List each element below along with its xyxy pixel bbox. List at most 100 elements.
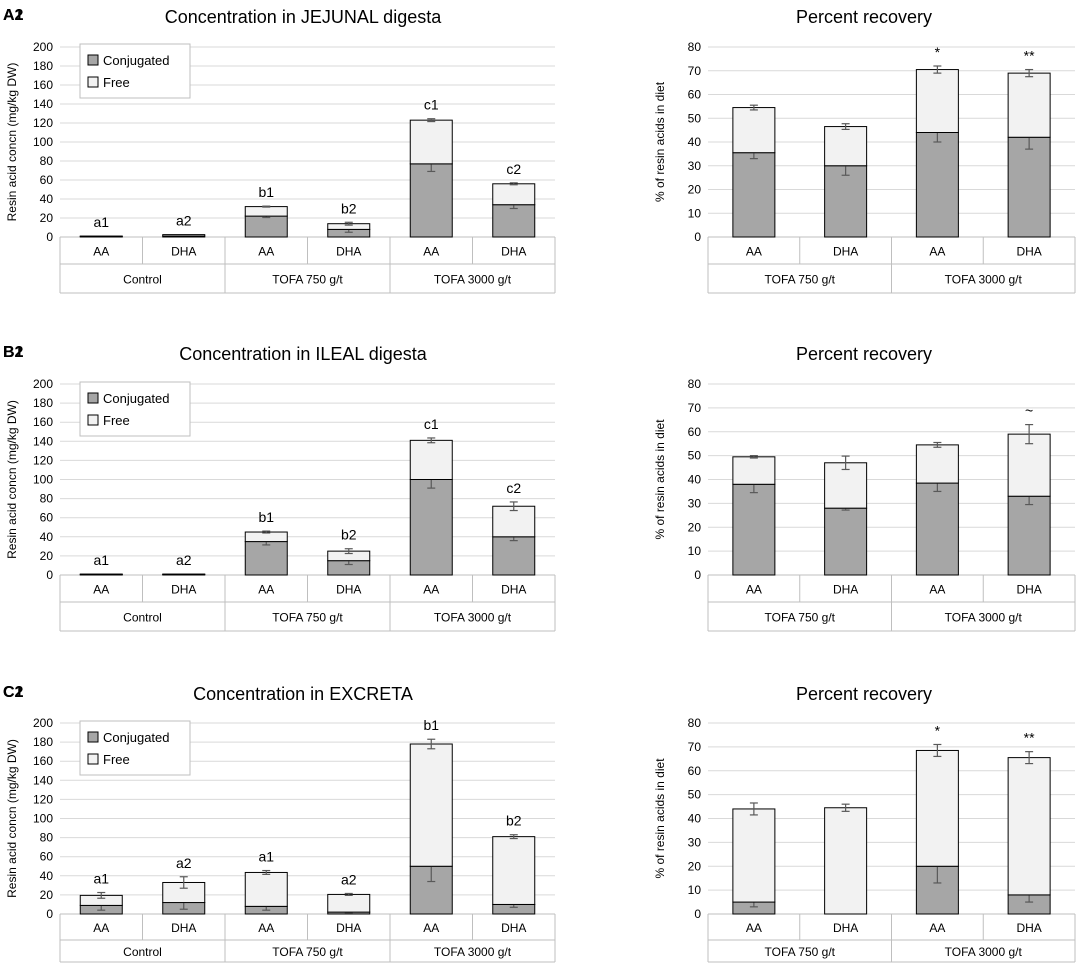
y-tick-label: 40 <box>40 192 54 206</box>
legend-swatch-conjugated <box>87 731 99 743</box>
bar-free-4 <box>409 119 453 165</box>
bar-conjugated-3 <box>1007 136 1051 238</box>
y-tick-label: 160 <box>33 754 53 768</box>
significance-label: b1 <box>258 184 274 200</box>
error-bar-free-5 <box>509 501 518 512</box>
y-tick-label: 120 <box>33 116 53 130</box>
x-group-label: Control <box>123 611 162 625</box>
bar-conjugated-0 <box>732 483 776 576</box>
y-tick-label: 10 <box>688 883 702 897</box>
y-tick-label: 180 <box>33 735 53 749</box>
y-tick-label: 60 <box>688 88 702 102</box>
error-bar-free-1 <box>179 876 188 889</box>
significance-label: a2 <box>176 213 192 229</box>
error-bar-free-1 <box>841 123 850 131</box>
bar-free-1 <box>824 462 868 509</box>
y-tick-label: 70 <box>688 740 702 754</box>
error-bar-free-2 <box>262 869 271 875</box>
error-bar-free-1 <box>841 803 850 812</box>
y-tick-label: 80 <box>40 154 54 168</box>
panel-label: B2 <box>3 344 24 361</box>
y-tick-label: 30 <box>688 835 702 849</box>
bar-conjugated-2 <box>915 482 959 576</box>
bar-free-2 <box>915 749 959 867</box>
y-tick-label: 160 <box>33 415 53 429</box>
legend-box <box>79 381 191 437</box>
error-bar-free-0 <box>749 455 758 459</box>
chart-c1: C1 Concentration in EXCRETA 0 20 40 60 80 100 12… <box>3 684 556 963</box>
chart-b1: B1 Concentration in ILEAL digesta 0 20 40 60 8… <box>3 344 556 632</box>
y-tick-label: 30 <box>688 159 702 173</box>
significance-label: c1 <box>424 416 439 432</box>
significance-label: c2 <box>506 161 521 177</box>
y-tick-label: 60 <box>40 173 54 187</box>
x-tick-label: DHA <box>833 921 858 935</box>
y-tick-label: 100 <box>33 812 53 826</box>
y-tick-label: 60 <box>40 511 54 525</box>
legend-box <box>79 43 191 99</box>
significance-label: b1 <box>423 717 439 733</box>
x-tick-label: DHA <box>171 245 196 259</box>
x-group-label: TOFA 3000 g/t <box>945 945 1023 959</box>
significance-label: a1 <box>93 871 109 887</box>
y-tick-label: 80 <box>688 377 702 391</box>
x-tick-label: AA <box>258 921 274 935</box>
y-tick-label: 10 <box>688 206 702 220</box>
error-bar-free-4 <box>427 738 436 750</box>
y-tick-label: 140 <box>33 773 53 787</box>
y-tick-label: 20 <box>40 211 54 225</box>
bar-conjugated-2 <box>915 132 959 238</box>
error-bar-free-3 <box>344 221 353 226</box>
x-group-label: TOFA 3000 g/t <box>945 273 1023 287</box>
legend-swatch-conjugated <box>87 54 99 66</box>
significance-label: b2 <box>506 813 522 829</box>
significance-label: a1 <box>258 849 274 865</box>
chart-c2: C2 Percent recovery 0 10 20 30 40 50 60 70 80 % of … <box>3 684 1076 963</box>
error-bar-free-0 <box>749 104 758 111</box>
x-tick-label: DHA <box>1016 921 1041 935</box>
bar-conjugated-5 <box>492 204 536 238</box>
bar-free-3 <box>327 893 371 913</box>
y-tick-label: 80 <box>688 716 702 730</box>
error-bar-free-2 <box>262 205 271 208</box>
y-tick-label: 200 <box>33 40 53 54</box>
x-tick-label: AA <box>258 583 274 597</box>
y-tick-label: 0 <box>694 230 701 244</box>
x-tick-label: DHA <box>501 245 526 259</box>
x-tick-label: DHA <box>171 583 196 597</box>
y-tick-label: 30 <box>688 496 702 510</box>
y-tick-label: 20 <box>40 888 54 902</box>
panel-label: A2 <box>3 7 24 24</box>
x-tick-label: DHA <box>1016 583 1041 597</box>
significance-label: ** <box>1024 730 1035 746</box>
bar-free-2 <box>244 871 288 907</box>
chart-title: Percent recovery <box>796 684 932 704</box>
bar-free-3 <box>1007 433 1051 497</box>
x-tick-label: AA <box>929 921 945 935</box>
bar-free-4 <box>409 439 453 480</box>
error-bar-free-3 <box>344 892 353 896</box>
x-tick-label: AA <box>258 245 274 259</box>
y-tick-label: 80 <box>688 40 702 54</box>
y-tick-label: 0 <box>46 907 53 921</box>
x-group-label: TOFA 3000 g/t <box>434 945 512 959</box>
bar-conjugated-1 <box>824 165 868 238</box>
bar-conjugated-0 <box>732 152 776 238</box>
y-tick-label: 200 <box>33 377 53 391</box>
x-tick-label: DHA <box>1016 245 1041 259</box>
x-tick-label: DHA <box>833 583 858 597</box>
bar-conjugated-4 <box>409 479 453 576</box>
significance-label: a1 <box>93 552 109 568</box>
chart-title: Percent recovery <box>796 7 932 27</box>
y-axis-label: Resin acid concn (mg/kg DW) <box>5 63 19 222</box>
significance-label: ~ <box>1025 403 1033 419</box>
significance-label: c1 <box>424 97 439 113</box>
error-bar-free-2 <box>262 530 271 534</box>
significance-label: a1 <box>93 214 109 230</box>
x-tick-label: AA <box>746 921 762 935</box>
x-tick-label: AA <box>423 583 439 597</box>
y-tick-label: 50 <box>688 111 702 125</box>
legend-label-conjugated: Conjugated <box>103 730 170 745</box>
x-group-label: TOFA 750 g/t <box>765 273 836 287</box>
y-tick-label: 180 <box>33 396 53 410</box>
